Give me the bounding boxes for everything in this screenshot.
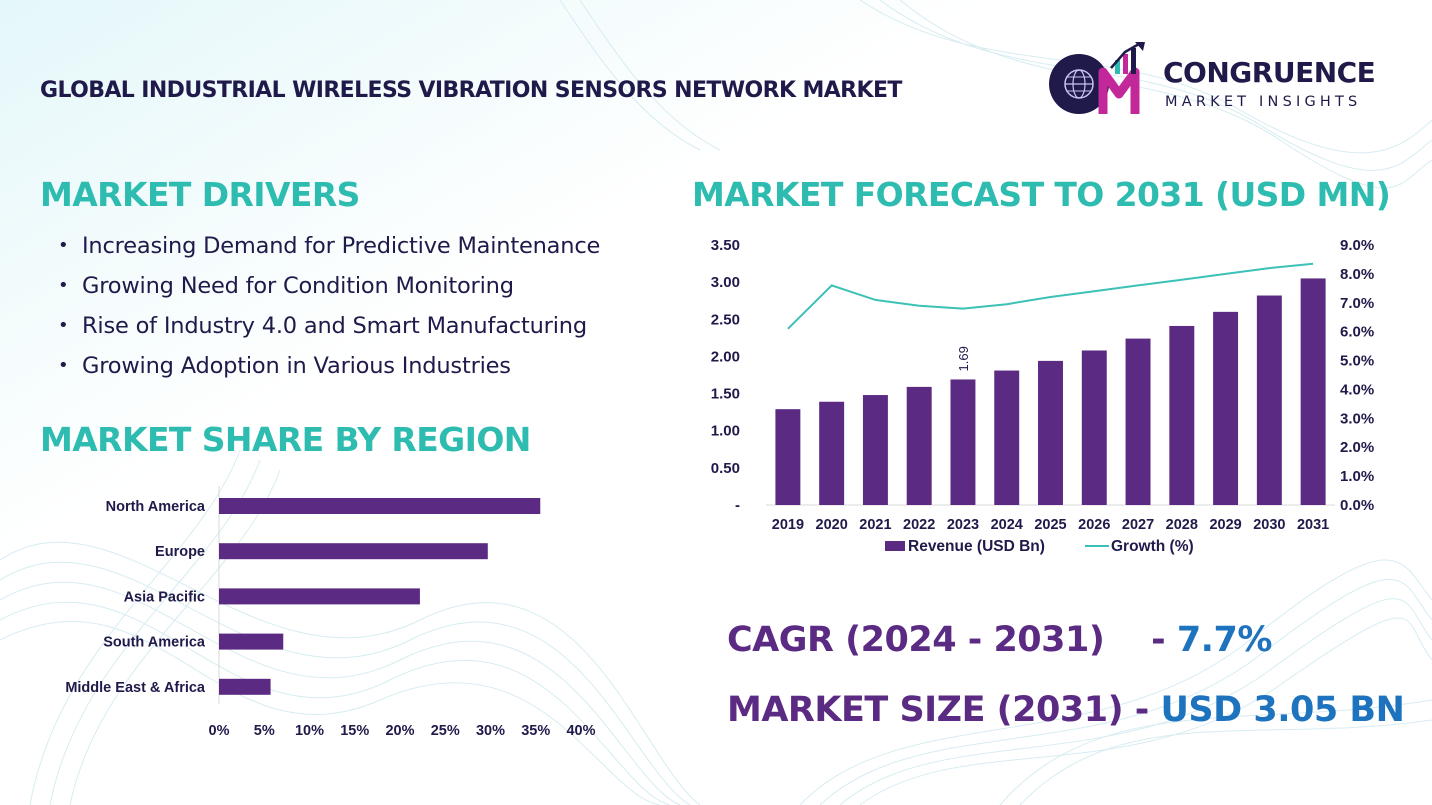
revenue-bar — [1213, 311, 1239, 505]
drivers-list: • Increasing Demand for Predictive Mainte… — [58, 230, 600, 390]
region-label: Asia Pacific — [124, 589, 205, 605]
y-left-tick-label: 0.50 — [711, 460, 740, 477]
region-bar — [219, 633, 284, 650]
cagr-separator: - — [1104, 620, 1177, 660]
bullet-icon: • — [58, 315, 69, 336]
x-tick-label: 2028 — [1166, 517, 1198, 533]
cagr-label: CAGR (2024 - 2031) — [727, 620, 1105, 660]
main-title: GLOBAL INDUSTRIAL WIRELESS VIBRATION SEN… — [40, 78, 902, 103]
x-tick-label: 2025 — [1034, 517, 1066, 533]
y-right-tick-label: 3.0% — [1340, 410, 1374, 427]
region-x-tick-label: 25% — [431, 723, 460, 739]
bullet-icon: • — [58, 235, 69, 256]
revenue-bar — [1169, 325, 1195, 505]
y-right-tick-label: 1.0% — [1340, 468, 1374, 485]
revenue-bar — [906, 386, 932, 505]
y-left-tick-label: 1.00 — [711, 423, 740, 440]
cagr-stat: CAGR (2024 - 2031) - 7.7% — [727, 620, 1272, 660]
driver-text: Increasing Demand for Predictive Mainten… — [82, 233, 601, 259]
y-right-tick-label: 5.0% — [1340, 353, 1374, 370]
y-left-tick-label: 3.00 — [711, 274, 740, 291]
revenue-bar — [862, 395, 888, 505]
x-tick-label: 2020 — [816, 517, 848, 533]
data-label: 1.69 — [956, 346, 971, 371]
revenue-bar — [950, 379, 976, 505]
region-x-tick-label: 10% — [295, 723, 324, 739]
market-size-stat: MARKET SIZE (2031) - USD 3.05 BN — [727, 690, 1405, 730]
legend-growth-label: Growth (%) — [1111, 538, 1194, 555]
driver-text: Growing Need for Condition Monitoring — [82, 273, 514, 299]
region-x-tick-label: 20% — [385, 723, 414, 739]
driver-text: Growing Adoption in Various Industries — [82, 353, 511, 379]
x-tick-label: 2019 — [772, 517, 804, 533]
region-x-tick-label: 15% — [340, 723, 369, 739]
driver-text: Rise of Industry 4.0 and Smart Manufactu… — [82, 313, 587, 339]
revenue-bar — [1256, 295, 1282, 505]
bullet-icon: • — [58, 275, 69, 296]
market-size-value: USD 3.05 BN — [1160, 690, 1405, 730]
globe-chart-logo-icon — [1049, 42, 1145, 114]
revenue-bar — [994, 370, 1020, 505]
driver-item: • Growing Need for Condition Monitoring — [58, 270, 600, 310]
x-tick-label: 2022 — [903, 517, 935, 533]
market-forecast-title: MARKET FORECAST TO 2031 (USD MN) — [692, 175, 1391, 214]
growth-line — [787, 262, 1314, 330]
market-share-region-title: MARKET SHARE BY REGION — [40, 420, 531, 459]
logo-tagline: MARKET INSIGHTS — [1165, 94, 1362, 110]
y-left-tick-label: 1.50 — [711, 386, 740, 403]
driver-item: • Rise of Industry 4.0 and Smart Manufact… — [58, 310, 600, 350]
legend-revenue-swatch — [885, 541, 905, 551]
y-right-tick-label: 8.0% — [1340, 266, 1374, 283]
revenue-bar — [1081, 350, 1107, 505]
y-right-tick-label: 6.0% — [1340, 324, 1374, 341]
region-label: North America — [106, 499, 206, 515]
bullet-icon: • — [58, 355, 69, 376]
x-tick-label: 2026 — [1078, 517, 1110, 533]
x-tick-label: 2021 — [859, 517, 891, 533]
y-left-tick-label: - — [735, 497, 740, 514]
legend-revenue-label: Revenue (USD Bn) — [908, 538, 1045, 555]
revenue-bar — [1038, 360, 1063, 505]
brand-logo: CONGRUENCE MARKET INSIGHTS — [1045, 42, 1395, 118]
region-bar — [219, 498, 541, 514]
y-left-tick-label: 2.50 — [711, 311, 740, 328]
y-right-tick-label: 2.0% — [1340, 439, 1374, 456]
x-tick-label: 2031 — [1297, 517, 1329, 533]
driver-item: • Growing Adoption in Various Industries — [58, 350, 600, 390]
y-right-tick-label: 0.0% — [1340, 497, 1374, 514]
region-label: Middle East & Africa — [65, 680, 206, 696]
region-label: South America — [103, 635, 206, 651]
region-x-tick-label: 35% — [521, 723, 550, 739]
region-x-tick-label: 5% — [254, 723, 275, 739]
region-x-tick-label: 30% — [476, 723, 505, 739]
cagr-value: 7.7% — [1176, 620, 1273, 660]
driver-item: • Increasing Demand for Predictive Mainte… — [58, 230, 600, 270]
region-label: Europe — [155, 544, 205, 560]
logo-name: CONGRUENCE — [1163, 56, 1376, 89]
revenue-bar — [1125, 338, 1151, 505]
market-size-label: MARKET SIZE (2031) — [727, 690, 1124, 730]
revenue-bar — [775, 409, 801, 505]
revenue-bar — [819, 401, 845, 505]
y-right-tick-label: 7.0% — [1340, 295, 1374, 312]
region-x-tick-label: 0% — [209, 723, 230, 739]
revenue-bar — [1300, 278, 1326, 505]
region-bar — [219, 678, 271, 695]
y-left-tick-label: 3.50 — [711, 237, 740, 254]
x-tick-label: 2027 — [1122, 517, 1154, 533]
y-left-tick-label: 2.00 — [711, 348, 740, 365]
market-size-separator: - — [1123, 690, 1161, 730]
forecast-chart: - 0.50 1.00 1.50 2.00 2.50 3.00 3.50 0.0% 1.0% 2.0… — [711, 237, 1374, 555]
region-bar — [219, 588, 420, 605]
region-bar — [219, 543, 488, 560]
x-tick-label: 2029 — [1209, 517, 1241, 533]
x-tick-label: 2024 — [991, 517, 1023, 533]
y-right-tick-label: 9.0% — [1340, 237, 1374, 254]
x-tick-label: 2030 — [1253, 517, 1285, 533]
market-drivers-title: MARKET DRIVERS — [40, 175, 360, 214]
region-share-chart: North America Europe Asia Pacific South Ame… — [65, 486, 596, 739]
region-x-tick-label: 40% — [566, 723, 595, 739]
x-tick-label: 2023 — [947, 517, 979, 533]
y-right-tick-label: 4.0% — [1340, 381, 1374, 398]
